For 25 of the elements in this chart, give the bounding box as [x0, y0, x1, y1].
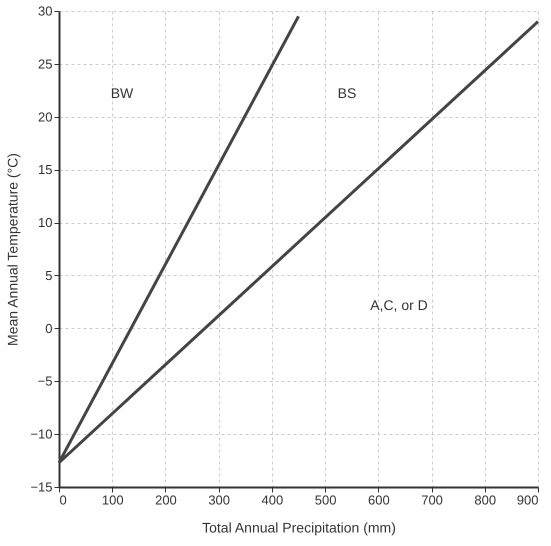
- annotation: A,C, or D: [370, 297, 428, 313]
- x-tick-label: 800: [474, 492, 496, 508]
- y-tick-label: 10: [38, 215, 52, 230]
- y-tick-label: −15: [30, 480, 52, 494]
- x-tick-label: 700: [421, 492, 443, 508]
- y-tick-label: 5: [45, 268, 52, 283]
- x-tick-label: 300: [208, 492, 230, 508]
- y-tick-label: 15: [38, 162, 52, 178]
- y-tick-label: 0: [45, 320, 52, 336]
- x-tick-label: 400: [262, 492, 284, 508]
- annotation: BW: [110, 85, 134, 101]
- x-tick-label: 200: [155, 492, 177, 508]
- x-tick-label: 100: [102, 492, 124, 508]
- y-tick-label: 30: [38, 4, 52, 18]
- y-axis-title: Mean Annual Temperature (°C): [4, 153, 20, 346]
- x-tick-label: 500: [314, 492, 336, 508]
- y-tick-label: 25: [38, 56, 52, 72]
- y-tick-label: 20: [38, 109, 52, 124]
- x-tick-label: 900: [516, 492, 538, 508]
- y-tick-label: −5: [38, 374, 52, 389]
- x-tick-label: 0: [60, 492, 67, 508]
- x-axis-title: Total Annual Precipitation (mm): [202, 520, 396, 536]
- annotation: BS: [338, 85, 356, 101]
- x-tick-label: 600: [368, 492, 390, 508]
- y-tick-label: −10: [30, 426, 52, 442]
